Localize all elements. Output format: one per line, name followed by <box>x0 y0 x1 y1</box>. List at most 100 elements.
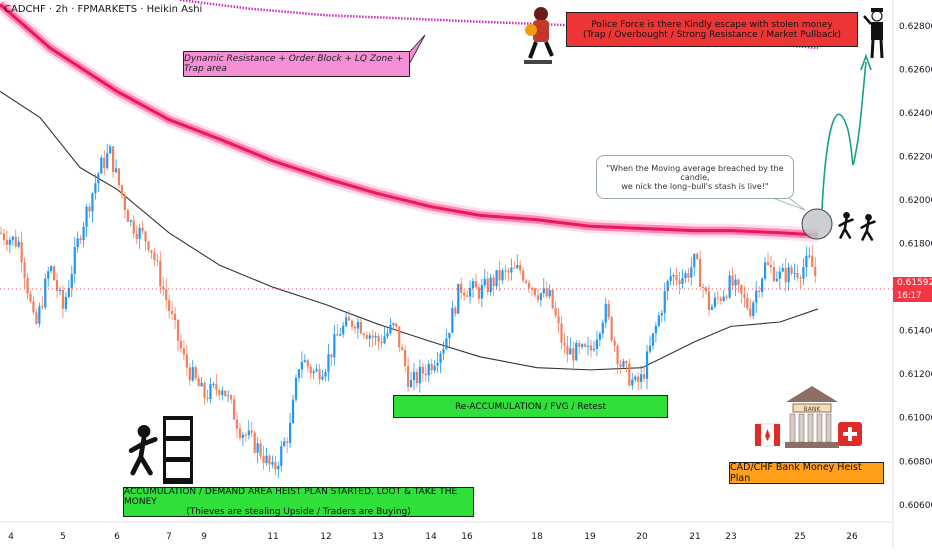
candle-body <box>560 323 563 343</box>
time-tick-label: 26 <box>846 532 858 542</box>
candle-body <box>324 371 327 377</box>
candle-body <box>607 303 610 318</box>
candle-body <box>0 232 3 234</box>
candle-body <box>73 247 76 275</box>
candle-body <box>291 399 295 423</box>
candle-body <box>761 278 764 293</box>
candle-body <box>501 270 504 281</box>
candle-body <box>766 262 770 265</box>
candle-body <box>439 353 442 363</box>
candle-body <box>522 270 525 281</box>
candle-body <box>681 278 684 285</box>
candle-body <box>510 267 513 273</box>
candle-body <box>566 345 569 355</box>
candle-body <box>802 267 805 279</box>
candle-body <box>76 238 79 248</box>
candle-body <box>625 361 628 364</box>
candle-body <box>171 311 174 314</box>
candle-body <box>539 293 542 300</box>
symbol-title[interactable]: CADCHF · 2h · FPMARKETS · Heikin Ashi <box>4 4 203 15</box>
candle-body <box>418 366 421 384</box>
candle-body <box>215 383 218 391</box>
candle-body <box>755 290 758 303</box>
candle-body <box>224 390 227 397</box>
candle-body <box>356 321 360 329</box>
candle-body <box>26 277 29 294</box>
candle-body <box>442 349 445 354</box>
time-tick-label: 13 <box>372 532 383 542</box>
candle-body <box>758 290 761 293</box>
police-line-2: (Trap / Overbought / Strong Resistance /… <box>582 29 842 40</box>
candle-body <box>569 348 572 355</box>
candle-body <box>752 302 755 316</box>
candle-body <box>194 367 197 379</box>
candle-body <box>109 146 112 154</box>
time-tick-label: 4 <box>8 532 14 542</box>
candle-body <box>67 287 70 297</box>
candle-body <box>589 345 593 351</box>
candle-body <box>315 369 318 372</box>
candle-body <box>306 360 309 367</box>
time-tick-label: 20 <box>636 532 648 542</box>
candle-body <box>300 362 303 370</box>
candle-body <box>150 250 153 253</box>
candle-body <box>377 335 380 342</box>
candle-body <box>666 280 669 292</box>
candle-body <box>23 262 26 278</box>
candle-body <box>457 283 460 314</box>
candle-body <box>728 275 731 298</box>
candle-body <box>221 390 224 395</box>
candle-body <box>707 291 711 310</box>
candle-body <box>271 462 274 465</box>
candle-body <box>153 252 156 260</box>
candle-body <box>796 273 799 278</box>
heist-plan-label: CAD/CHF Bank Money Heist Plan <box>729 462 884 484</box>
candle-body <box>209 384 212 400</box>
candle-body <box>504 270 507 272</box>
time-axis[interactable]: 4 5 6 7 9 11 12 13 14 16 18 19 20 21 23 25 26 <box>8 532 858 542</box>
time-tick-label: 21 <box>689 532 700 542</box>
candle-body <box>436 362 439 366</box>
candle-body <box>333 334 336 358</box>
candle-body <box>100 157 103 174</box>
candle-body <box>489 277 492 293</box>
candle-body <box>784 268 787 283</box>
candle-body <box>525 280 528 283</box>
candle-body <box>548 289 551 297</box>
candle-body <box>404 350 407 367</box>
candle-body <box>731 275 734 286</box>
time-tick-label: 6 <box>114 532 120 542</box>
candle-body <box>412 371 416 381</box>
candle-body <box>353 326 357 329</box>
candle-body <box>468 288 472 297</box>
candle-body <box>749 308 752 316</box>
candle-body <box>262 455 265 463</box>
candle-body <box>235 419 239 429</box>
candle-body <box>345 317 348 326</box>
police-line-1: Police Force is there Kindly escape with… <box>591 19 833 30</box>
candle-body <box>651 333 655 346</box>
candle-body <box>460 283 463 293</box>
candle-body <box>486 278 489 293</box>
candle-body <box>719 298 722 301</box>
candle-body <box>687 273 690 278</box>
candle-body <box>787 267 790 283</box>
candle-body <box>70 274 73 288</box>
candle-body <box>592 348 596 351</box>
canada-flag-icon <box>754 423 781 447</box>
candle-body <box>277 465 280 470</box>
candle-body <box>409 380 413 388</box>
candle-body <box>17 241 20 247</box>
candle-body <box>389 324 392 334</box>
candle-body <box>663 291 666 314</box>
candle-body <box>563 342 566 346</box>
candle-body <box>244 434 247 436</box>
ema-core <box>0 3 819 237</box>
candle-body <box>41 306 44 308</box>
candle-body <box>586 345 590 347</box>
